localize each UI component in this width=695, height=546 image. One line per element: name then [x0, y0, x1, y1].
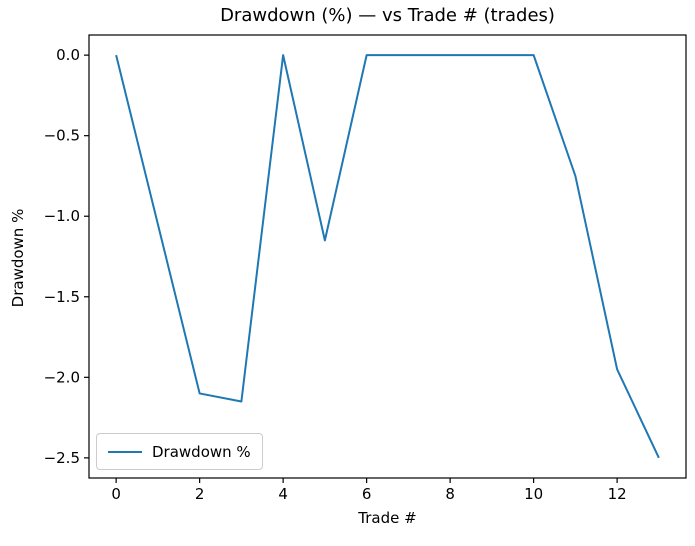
- legend: Drawdown %: [96, 433, 263, 470]
- y-tick-label: −1.0: [44, 207, 80, 225]
- y-tick-label: −2.0: [44, 368, 80, 386]
- x-axis-label: Trade #: [358, 509, 417, 527]
- x-tick-label: 12: [608, 485, 627, 503]
- y-tick-label: 0.0: [56, 46, 80, 64]
- x-tick-label: 4: [278, 485, 288, 503]
- drawdown-series-line: [115, 54, 660, 459]
- y-tick-label: −1.5: [44, 288, 80, 306]
- x-tick-label: 10: [524, 485, 543, 503]
- y-axis-label: Drawdown %: [9, 208, 27, 308]
- legend-line-swatch: [108, 450, 142, 453]
- x-tick-label: 8: [445, 485, 455, 503]
- plot-border: [88, 34, 687, 479]
- y-tick-label: −0.5: [44, 127, 80, 145]
- x-tick-label: 2: [195, 485, 205, 503]
- legend-label: Drawdown %: [152, 442, 251, 461]
- chart-title: Drawdown (%) — vs Trade # (trades): [220, 5, 555, 26]
- x-tick-label: 0: [111, 485, 121, 503]
- x-tick-label: 6: [362, 485, 372, 503]
- y-tick-label: −2.5: [44, 449, 80, 467]
